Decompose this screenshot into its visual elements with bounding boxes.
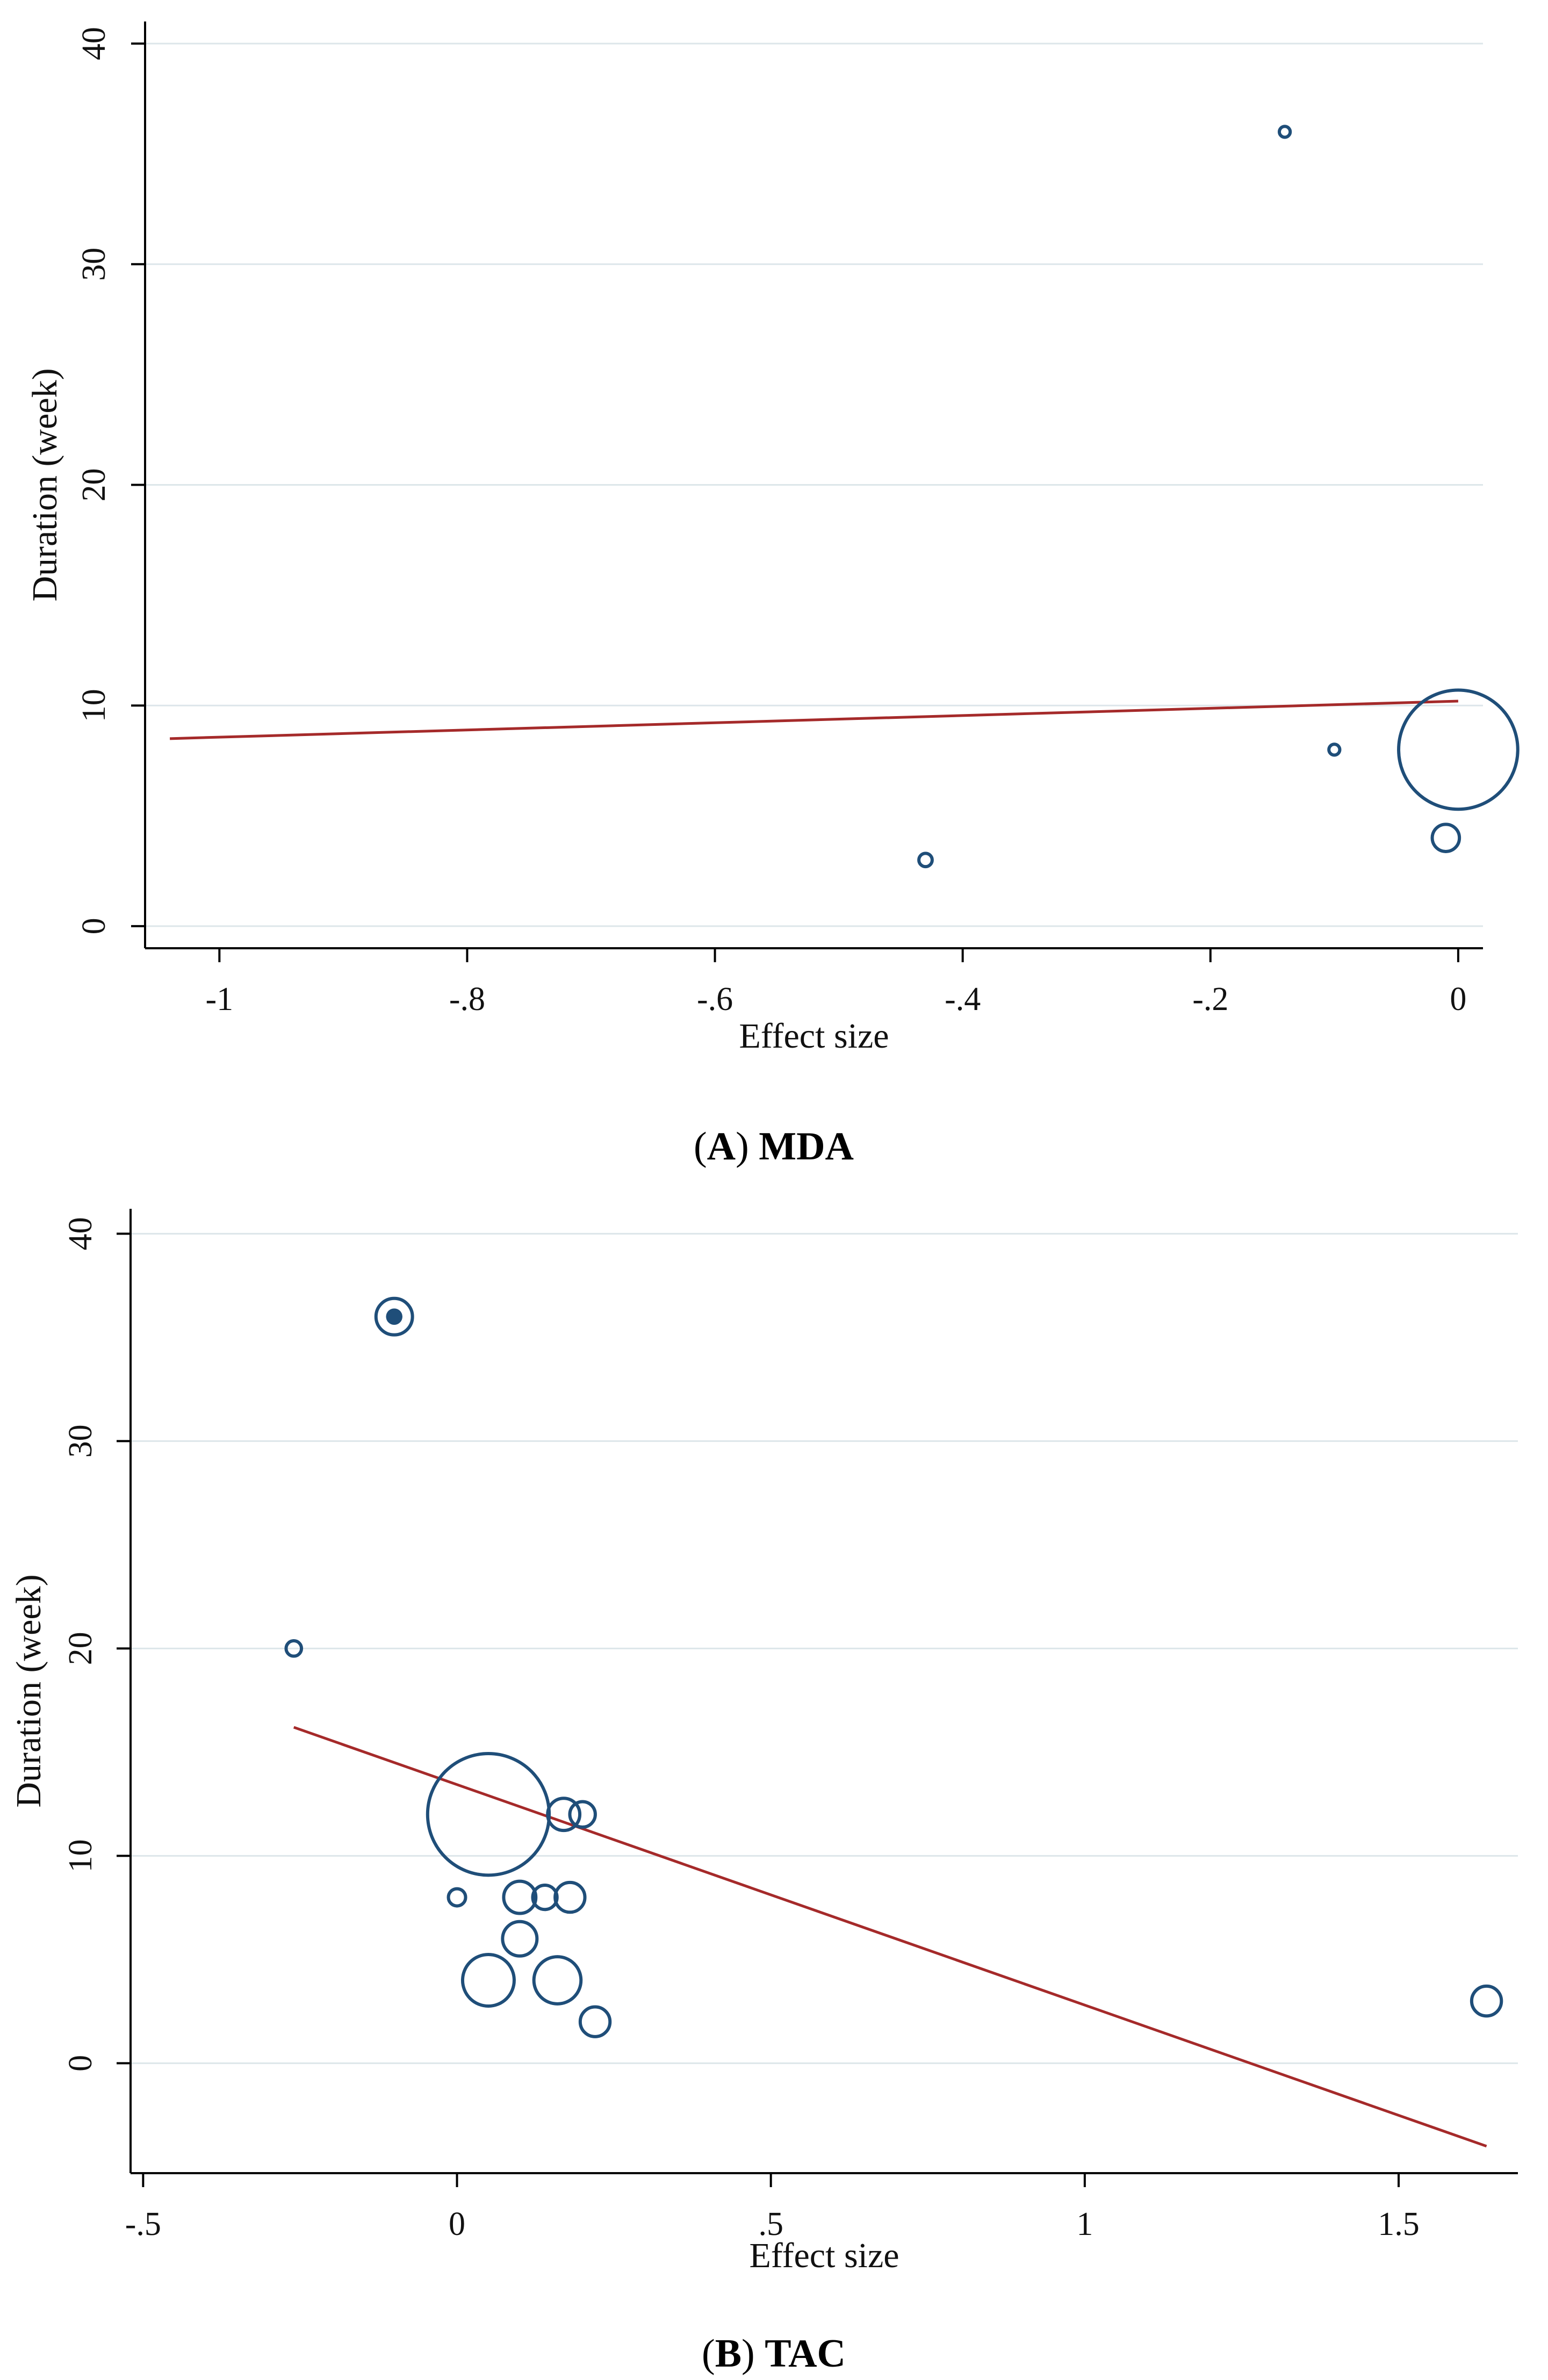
data-point (447, 1887, 467, 1908)
data-point-inner (386, 1308, 402, 1325)
y-tick-label: 20 (76, 468, 112, 502)
y-tick-label: 40 (76, 27, 112, 60)
panel-a-x-ticks: -1 -.8 -.6 -.4 -.2 0 (206, 948, 1466, 1018)
y-tick-label: 0 (62, 2055, 99, 2072)
data-point (546, 1797, 582, 1833)
data-point (917, 852, 934, 869)
x-tick-label: 0 (449, 2206, 465, 2242)
panel-a-y-ticks: 0 10 20 30 40 (76, 27, 145, 934)
panel-a-caption-text: MDA (759, 1124, 854, 1169)
data-point (284, 1639, 304, 1658)
panel-a-points (917, 125, 1520, 869)
panel-b-fit-line-group (293, 1726, 1487, 2148)
panel-a-mda: -1 -.8 -.6 -.4 -.2 0 0 10 20 30 40 Effect size Du… (25, 21, 1520, 1169)
panel-b-points (284, 1296, 1503, 2038)
x-tick-label: 1 (1076, 2206, 1093, 2242)
panel-b-y-axis-title: Duration (week) (9, 1574, 48, 1807)
x-tick-label: -.6 (697, 981, 733, 1018)
x-tick-label: -.5 (125, 2206, 161, 2242)
panel-b-caption-letter: B (715, 2332, 741, 2376)
x-tick-label: -.2 (1192, 981, 1228, 1018)
y-tick-label: 0 (76, 918, 112, 934)
data-point (531, 1883, 559, 1912)
y-tick-label: 30 (62, 1424, 99, 1458)
data-point (374, 1296, 414, 1337)
panel-b-x-axis-title: Effect size (749, 2236, 899, 2275)
x-tick-label: -1 (206, 981, 234, 1018)
data-point (568, 1800, 597, 1829)
panel-b-caption-text: TAC (765, 2332, 846, 2376)
panel-b-x-ticks: -.5 0 .5 1 1.5 (125, 2173, 1420, 2242)
panel-b-y-ticks: 0 10 20 30 40 (62, 1217, 131, 2072)
panel-a-caption: (A) MDA (694, 1124, 854, 1169)
y-tick-label: 30 (76, 248, 112, 281)
data-point (1397, 688, 1520, 811)
x-tick-label: 1.5 (1378, 2206, 1420, 2242)
data-point (1430, 823, 1461, 853)
data-point (460, 1953, 516, 2008)
data-point (578, 2005, 612, 2038)
x-tick-label: 0 (1450, 981, 1466, 1018)
y-tick-label: 10 (62, 1839, 99, 1872)
y-tick-label: 10 (76, 689, 112, 722)
fit-line (293, 1726, 1487, 2148)
panel-b-gridlines (131, 1232, 1518, 2064)
data-point (426, 1752, 551, 1877)
panel-a-caption-letter: A (707, 1124, 736, 1169)
data-point (1327, 742, 1342, 757)
panel-b-axes (129, 1209, 1518, 2174)
panel-a-y-axis-title: Duration (week) (25, 368, 64, 601)
panel-a-fit-line-group (170, 699, 1458, 740)
panel-a-gridlines (145, 42, 1483, 927)
y-tick-label: 20 (62, 1632, 99, 1665)
data-point (1470, 1984, 1503, 2018)
data-point (501, 1920, 539, 1958)
x-tick-label: .5 (758, 2206, 783, 2242)
y-tick-label: 40 (62, 1217, 99, 1250)
data-point (502, 1879, 538, 1915)
panel-a-x-axis-title: Effect size (739, 1016, 889, 1056)
data-point (532, 1955, 583, 2006)
fit-line (170, 699, 1458, 740)
data-point (553, 1880, 587, 1914)
panel-b-tac: -.5 0 .5 1 1.5 0 10 20 30 40 Effect size Duratio… (9, 1209, 1518, 2376)
x-tick-label: -.8 (449, 981, 485, 1018)
panel-b-caption: (B) TAC (702, 2332, 846, 2376)
x-tick-label: -.4 (945, 981, 981, 1018)
data-point (1277, 125, 1292, 139)
